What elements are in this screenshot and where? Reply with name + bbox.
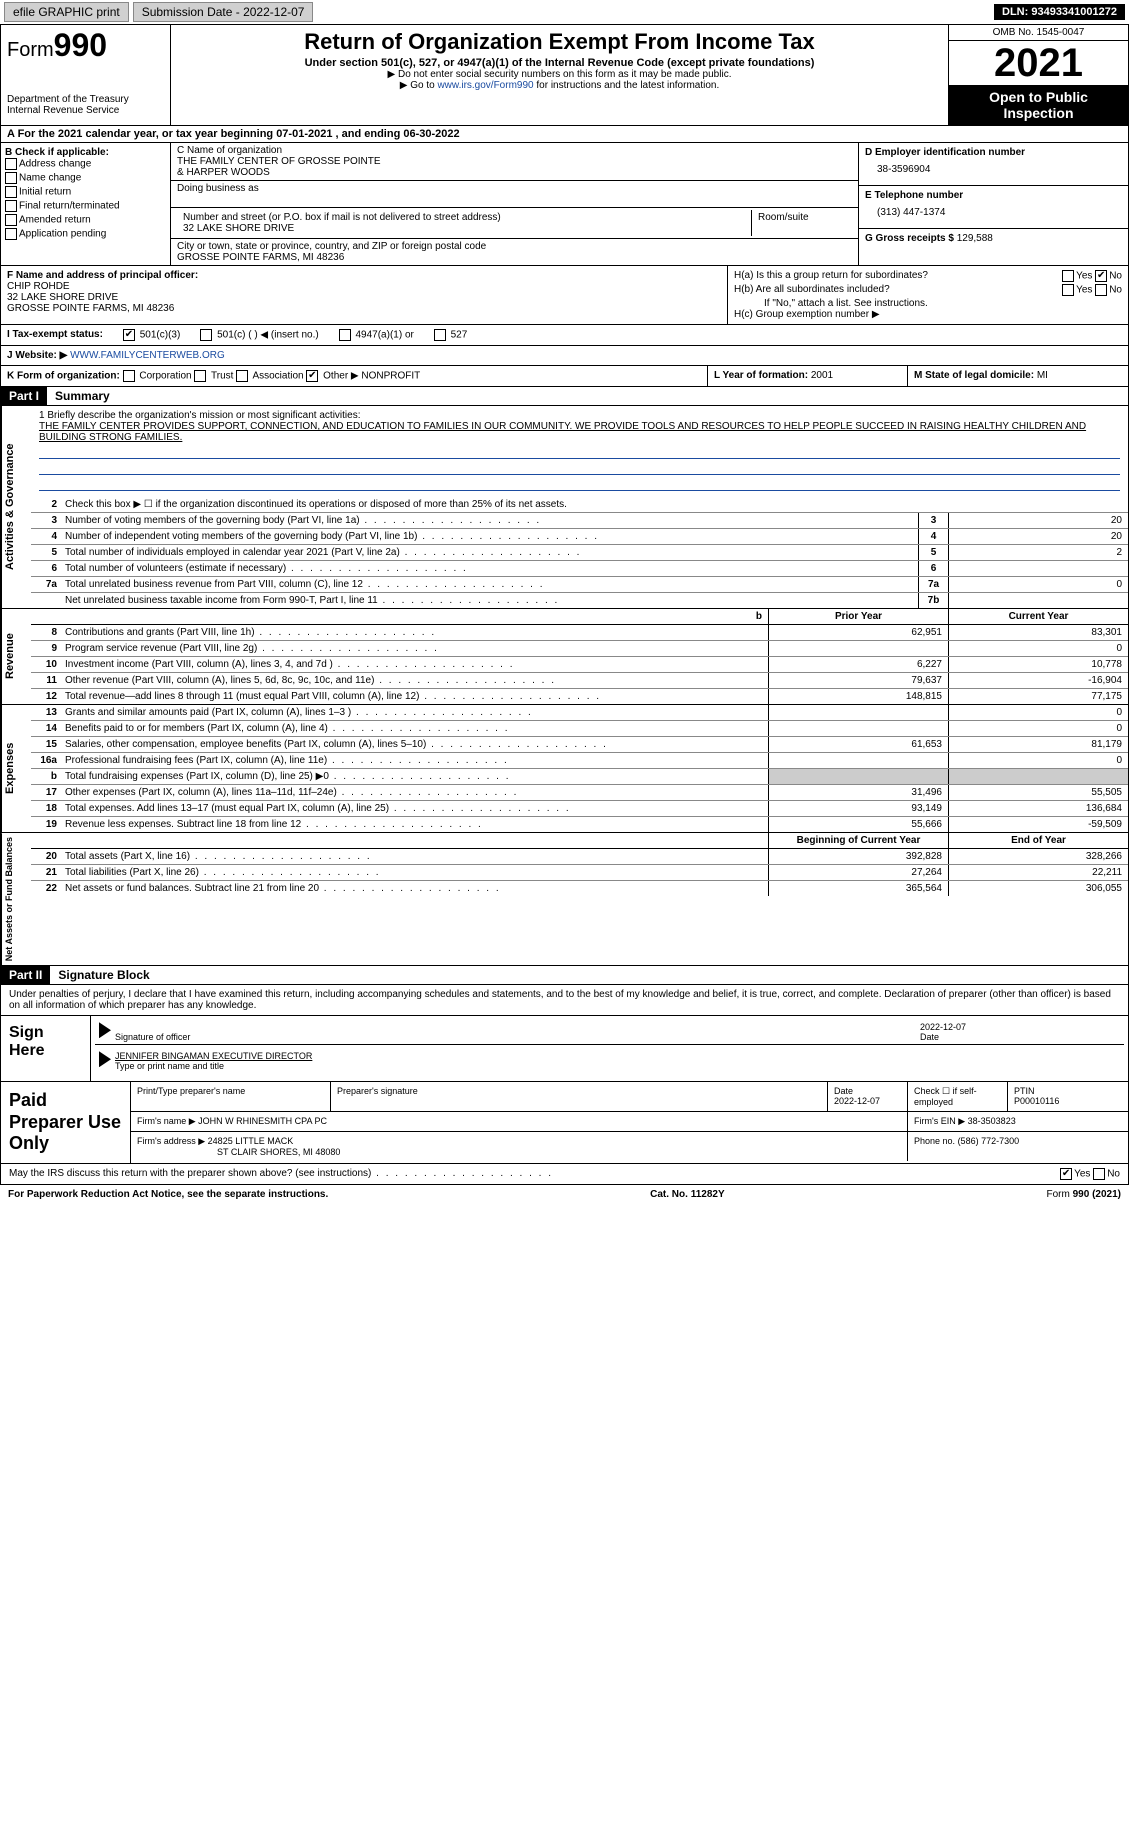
summary-line: 13Grants and similar amounts paid (Part … <box>31 705 1128 721</box>
part2-hdr: Part II <box>1 966 50 984</box>
summary-line: 6Total number of volunteers (estimate if… <box>31 561 1128 577</box>
row-j: J Website: ▶ WWW.FAMILYCENTERWEB.ORG <box>0 346 1129 366</box>
top-toolbar: efile GRAPHIC print Submission Date - 20… <box>0 0 1129 24</box>
irs-link[interactable]: www.irs.gov/Form990 <box>437 80 533 91</box>
vtab-expenses: Expenses <box>1 705 31 832</box>
summary-line: 3Number of voting members of the governi… <box>31 513 1128 529</box>
row-k: K Form of organization: Corporation Trus… <box>1 366 708 386</box>
summary-line: 7aTotal unrelated business revenue from … <box>31 577 1128 593</box>
col-f: F Name and address of principal officer:… <box>1 266 728 324</box>
summary-line: 22Net assets or fund balances. Subtract … <box>31 881 1128 896</box>
col-de: D Employer identification number38-35969… <box>858 143 1128 265</box>
summary-line: 10Investment income (Part VIII, column (… <box>31 657 1128 673</box>
vtab-revenue: Revenue <box>1 609 31 704</box>
form-number-cell: Form990 Department of the Treasury Inter… <box>1 25 171 125</box>
summary-line: 9Program service revenue (Part VIII, lin… <box>31 641 1128 657</box>
row-i: I Tax-exempt status: 501(c)(3) 501(c) ( … <box>0 325 1129 346</box>
row-l: L Year of formation: 2001 <box>708 366 908 386</box>
submission-date: Submission Date - 2022-12-07 <box>133 2 314 22</box>
col-c: C Name of organization THE FAMILY CENTER… <box>171 143 858 265</box>
header-right: OMB No. 1545-0047 2021 Open to Public In… <box>948 25 1128 125</box>
irs-discuss-row: May the IRS discuss this return with the… <box>0 1164 1129 1185</box>
mission: 1 Briefly describe the organization's mi… <box>31 406 1128 497</box>
sign-here-label: Sign Here <box>1 1016 91 1081</box>
preparer-label: Paid Preparer Use Only <box>1 1082 131 1163</box>
summary-line: 20Total assets (Part X, line 16)392,8283… <box>31 849 1128 865</box>
vtab-governance: Activities & Governance <box>1 406 31 608</box>
col-h: H(a) Is this a group return for subordin… <box>728 266 1128 324</box>
summary-line: 15Salaries, other compensation, employee… <box>31 737 1128 753</box>
part1-hdr: Part I <box>1 387 47 405</box>
summary-line: 17Other expenses (Part IX, column (A), l… <box>31 785 1128 801</box>
sig-declaration: Under penalties of perjury, I declare th… <box>0 985 1129 1016</box>
col-b: B Check if applicable: Address change Na… <box>1 143 171 265</box>
summary-line: 14Benefits paid to or for members (Part … <box>31 721 1128 737</box>
row-m: M State of legal domicile: MI <box>908 366 1128 386</box>
summary-line: 19Revenue less expenses. Subtract line 1… <box>31 817 1128 832</box>
footer: For Paperwork Reduction Act Notice, see … <box>0 1185 1129 1204</box>
header-title: Return of Organization Exempt From Incom… <box>171 25 948 125</box>
row-a: A For the 2021 calendar year, or tax yea… <box>0 126 1129 143</box>
summary-line: 18Total expenses. Add lines 13–17 (must … <box>31 801 1128 817</box>
website-link[interactable]: WWW.FAMILYCENTERWEB.ORG <box>70 350 225 361</box>
summary-line: 4Number of independent voting members of… <box>31 529 1128 545</box>
summary-line: 11Other revenue (Part VIII, column (A), … <box>31 673 1128 689</box>
summary-line: 16aProfessional fundraising fees (Part I… <box>31 753 1128 769</box>
summary-line: Net unrelated business taxable income fr… <box>31 593 1128 608</box>
vtab-netassets: Net Assets or Fund Balances <box>1 833 31 965</box>
summary-line: 8Contributions and grants (Part VIII, li… <box>31 625 1128 641</box>
efile-button[interactable]: efile GRAPHIC print <box>4 2 129 22</box>
summary-line: 12Total revenue—add lines 8 through 11 (… <box>31 689 1128 704</box>
preparer-body: Print/Type preparer's name Preparer's si… <box>131 1082 1128 1163</box>
dln: DLN: 93493341001272 <box>994 4 1125 20</box>
summary-line: bTotal fundraising expenses (Part IX, co… <box>31 769 1128 785</box>
summary-line: 5Total number of individuals employed in… <box>31 545 1128 561</box>
summary-line: 21Total liabilities (Part X, line 26)27,… <box>31 865 1128 881</box>
sign-body: Signature of officer2022-12-07Date JENNI… <box>91 1016 1128 1081</box>
